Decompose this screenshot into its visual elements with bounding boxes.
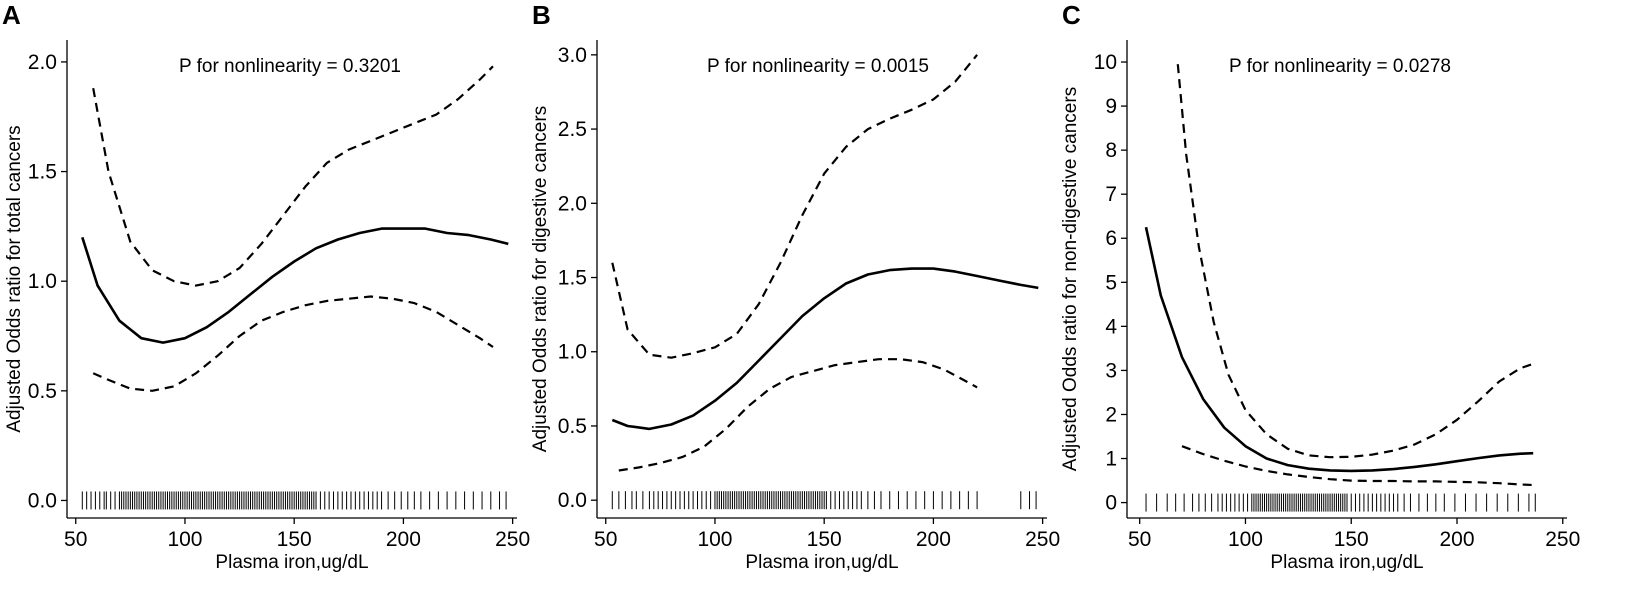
nonlinearity-annotation: P for nonlinearity = 0.0278 [1229, 56, 1451, 77]
y-tick-label: 5 [1105, 271, 1117, 294]
y-axis-title: Adjusted Odds ratio for total cancers [4, 125, 25, 432]
rug-ticks [611, 491, 1037, 510]
y-tick-label: 0 [1105, 492, 1117, 515]
y-tick-label: 0.5 [28, 380, 57, 403]
x-tick-label: 50 [594, 528, 617, 551]
chart-panel-c: C P for nonlinearity = 0.0278 0 1 2 3 4 5 6 7 8 9 10… [1060, 0, 1580, 573]
chart-panel-b: B P for nonlinearity = 0.0015 0.0 0.5 1.0 1.5… [530, 0, 1060, 573]
x-axis-title: Plasma iron,ug/dL [1270, 552, 1423, 573]
lower-ci-line [618, 358, 978, 472]
y-tick-label: 2.5 [558, 118, 587, 141]
rug-ticks [1145, 493, 1536, 512]
x-tick-label: 50 [1128, 528, 1151, 551]
x-tick-label: 50 [64, 528, 87, 551]
x-tick-label: 100 [697, 528, 732, 551]
x-tick-label: 200 [1439, 528, 1474, 551]
panel-letter: A [2, 0, 21, 30]
x-axis-title: Plasma iron,ug/dL [215, 552, 368, 573]
y-tick-label: 1 [1105, 448, 1117, 471]
y-axis-title: Adjusted Odds ratio for non-digestive ca… [1060, 87, 1081, 471]
y-tick-label: 1.5 [558, 267, 587, 290]
y-tick-label: 0.0 [28, 489, 57, 512]
y-tick-label: 2.0 [558, 192, 587, 215]
panel-letter: B [532, 0, 551, 30]
y-tick-label: 6 [1105, 227, 1117, 250]
x-axis-title: Plasma iron,ug/dL [745, 552, 898, 573]
y-tick-label: 10 [1094, 51, 1117, 74]
lower-ci-line [92, 295, 494, 392]
x-tick-label: 250 [495, 528, 530, 551]
odds-ratio-line [81, 227, 509, 344]
y-tick-label: 1.5 [28, 161, 57, 184]
y-tick-label: 2 [1105, 403, 1117, 426]
x-tick-label: 150 [277, 528, 312, 551]
y-tick-label: 7 [1105, 183, 1117, 206]
x-tick-label: 200 [386, 528, 421, 551]
x-tick-label: 250 [1545, 528, 1580, 551]
y-tick-label: 0.5 [558, 415, 587, 438]
nonlinearity-annotation: P for nonlinearity = 0.3201 [179, 56, 401, 77]
upper-ci-line [92, 65, 494, 287]
upper-ci-line [611, 54, 978, 359]
y-axis-title: Adjusted Odds ratio for digestive cancer… [530, 106, 551, 452]
y-tick-label: 1.0 [28, 270, 57, 293]
odds-ratio-line [1144, 226, 1534, 473]
y-tick-label: 2.0 [28, 51, 57, 74]
x-tick-label: 100 [1228, 528, 1263, 551]
y-tick-label: 3 [1105, 359, 1117, 382]
lower-ci-line [1181, 445, 1534, 487]
x-tick-label: 200 [916, 528, 951, 551]
y-tick-label: 0.0 [558, 489, 587, 512]
y-tick-label: 8 [1105, 139, 1117, 162]
odds-ratio-line [611, 267, 1039, 431]
y-tick-label: 1.0 [558, 341, 587, 364]
rug-ticks [81, 491, 507, 510]
x-tick-label: 250 [1025, 528, 1060, 551]
y-tick-label: 4 [1105, 315, 1117, 338]
y-tick-label: 9 [1105, 95, 1117, 118]
upper-ci-line [1176, 64, 1534, 459]
panel-letter: C [1062, 0, 1081, 30]
nonlinearity-annotation: P for nonlinearity = 0.0015 [707, 56, 929, 77]
chart-panel-a: A P for nonlinearity = 0.3201 0.0 0.5 1.0 1.5… [2, 0, 530, 573]
y-tick-label: 3.0 [558, 44, 587, 67]
x-tick-label: 100 [167, 528, 202, 551]
x-tick-label: 150 [1334, 528, 1369, 551]
x-tick-label: 150 [807, 528, 842, 551]
